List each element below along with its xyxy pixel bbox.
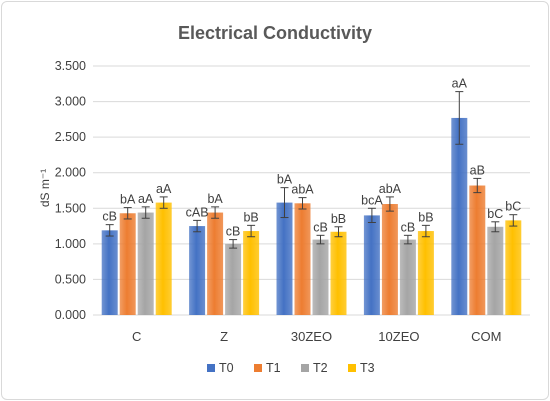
legend-swatch-T0 bbox=[207, 364, 215, 372]
data-label: bB bbox=[418, 210, 433, 224]
bar-T0-30ZEO bbox=[276, 202, 293, 315]
x-category-label: COM bbox=[471, 329, 501, 344]
bar-T2-Z bbox=[225, 243, 242, 315]
x-category-label: Z bbox=[220, 329, 228, 344]
data-label: bB bbox=[331, 212, 346, 226]
x-category-label: C bbox=[132, 329, 141, 344]
data-label: aA bbox=[138, 192, 154, 206]
y-tick-label: 2.500 bbox=[55, 130, 86, 144]
y-tick-label: 3.500 bbox=[55, 59, 86, 73]
bar-T2-10ZEO bbox=[399, 239, 416, 315]
chart-title: Electrical Conductivity bbox=[178, 23, 372, 43]
bar-T0-COM bbox=[451, 117, 468, 315]
data-label: bA bbox=[207, 192, 223, 206]
bar-T3-10ZEO bbox=[417, 231, 434, 315]
legend-swatch-T1 bbox=[254, 364, 262, 372]
data-label: abA bbox=[379, 182, 402, 196]
data-label: bA bbox=[277, 173, 293, 187]
y-axis-label: dS m⁻¹ bbox=[38, 169, 52, 207]
bar-T3-Z bbox=[243, 231, 260, 315]
bar-T2-COM bbox=[487, 226, 504, 315]
bar-T0-10ZEO bbox=[363, 215, 380, 315]
data-label: cB bbox=[313, 220, 328, 234]
bar-T1-Z bbox=[207, 212, 224, 315]
data-label: aA bbox=[452, 77, 468, 91]
data-label: cB bbox=[226, 225, 241, 239]
bar-T1-C bbox=[119, 213, 136, 315]
data-label: abA bbox=[291, 183, 314, 197]
bar-T0-C bbox=[101, 230, 118, 315]
data-label: bC bbox=[505, 200, 521, 214]
data-label: cAB bbox=[186, 205, 209, 219]
bar-T3-COM bbox=[505, 220, 522, 315]
bar-T1-30ZEO bbox=[294, 203, 311, 315]
legend-label-T2: T2 bbox=[313, 361, 328, 375]
bar-T2-C bbox=[137, 212, 154, 315]
bars bbox=[101, 117, 522, 315]
y-tick-label: 3.000 bbox=[55, 95, 86, 109]
y-tick-label: 2.000 bbox=[55, 166, 86, 180]
data-label: aA bbox=[156, 182, 172, 196]
bar-T3-30ZEO bbox=[330, 231, 347, 315]
data-label: bC bbox=[487, 207, 503, 221]
data-label: cB bbox=[401, 220, 416, 234]
legend-label-T1: T1 bbox=[266, 361, 281, 375]
error-bars bbox=[105, 91, 518, 249]
bar-T3-C bbox=[155, 202, 172, 315]
bar-T1-10ZEO bbox=[381, 204, 398, 315]
legend-label-T0: T0 bbox=[219, 361, 234, 375]
y-tick-label: 0.500 bbox=[55, 272, 86, 286]
legend: T0 T1 T2 T3 bbox=[207, 361, 375, 375]
y-tick-label: 1.000 bbox=[55, 237, 86, 251]
y-tick-label: 1.500 bbox=[55, 201, 86, 215]
data-label: bcA bbox=[361, 193, 383, 207]
data-label: bB bbox=[243, 210, 258, 224]
data-label: cB bbox=[102, 210, 117, 224]
x-category-label: 10ZEO bbox=[378, 329, 419, 344]
legend-label-T3: T3 bbox=[360, 361, 375, 375]
legend-swatch-T3 bbox=[348, 364, 356, 372]
bar-T1-COM bbox=[469, 185, 486, 315]
bar-T2-30ZEO bbox=[312, 239, 329, 315]
y-axis-ticks: 0.000 0.500 1.000 1.500 2.000 2.500 3.000 3.500 bbox=[55, 59, 86, 322]
x-category-label: 30ZEO bbox=[291, 329, 332, 344]
legend-swatch-T2 bbox=[301, 364, 309, 372]
data-label: bA bbox=[120, 193, 136, 207]
data-label: aB bbox=[470, 163, 485, 177]
y-tick-label: 0.000 bbox=[55, 308, 86, 322]
bar-T0-Z bbox=[189, 226, 206, 315]
x-axis-categories: C Z 30ZEO 10ZEO COM bbox=[132, 329, 501, 344]
